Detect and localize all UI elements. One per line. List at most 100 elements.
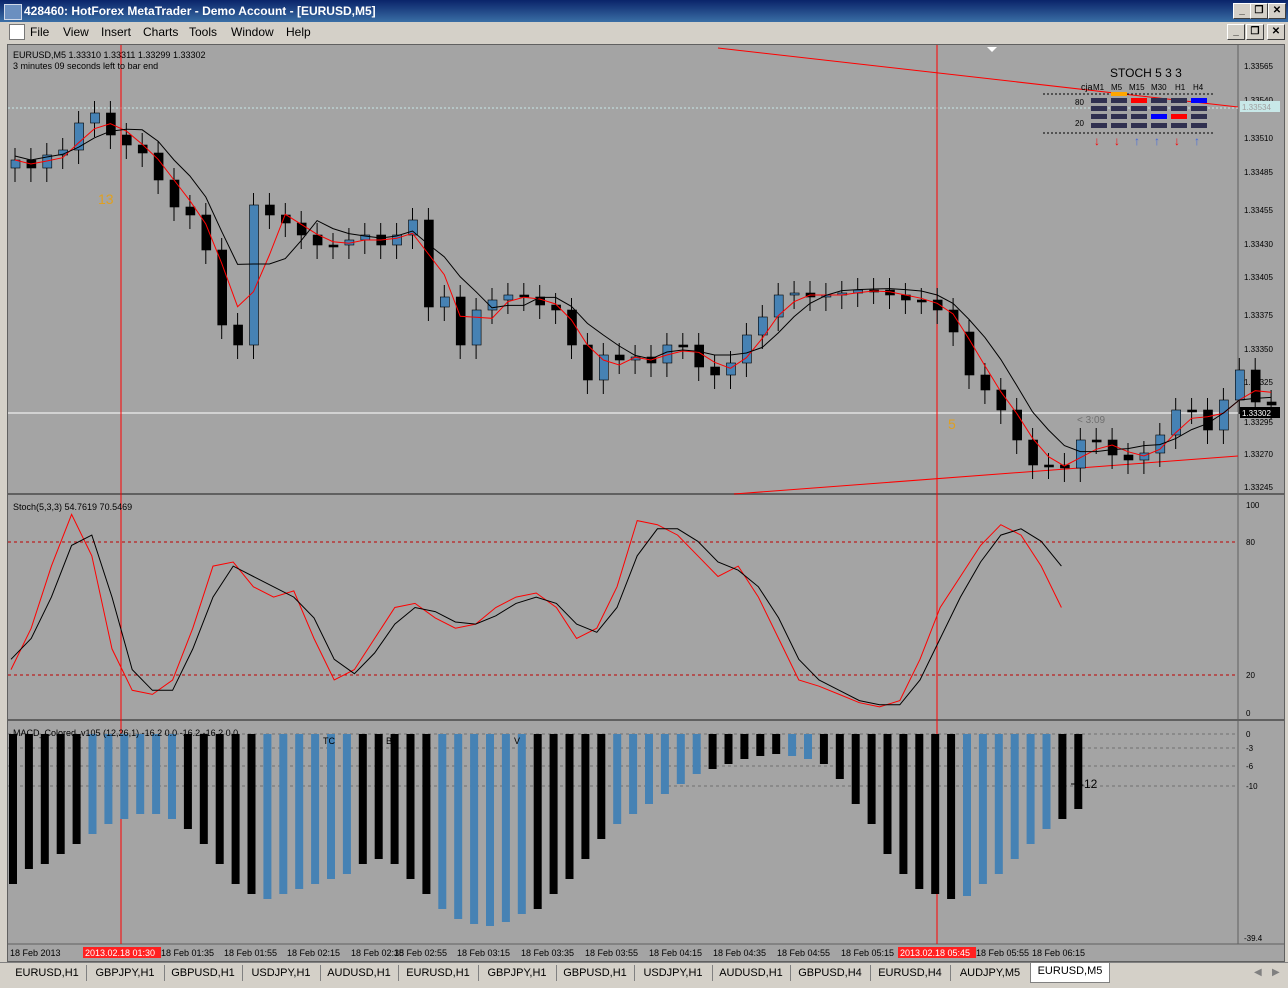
- stoch-main-line: [10, 513, 1062, 708]
- chart-canvas[interactable]: EURUSD,M5 1.33310 1.33311 1.33299 1.3330…: [8, 45, 1284, 961]
- macd-bar: [883, 734, 892, 854]
- document-icon[interactable]: [9, 24, 25, 40]
- stoch-mtf-cell: [1111, 92, 1127, 96]
- candle-body: [694, 344, 705, 368]
- macd-bar: [788, 734, 797, 756]
- scroll-left-icon[interactable]: ◀: [1254, 967, 1262, 978]
- candle-body: [201, 214, 212, 251]
- price-pane[interactable]: EURUSD,M5 1.33310 1.33311 1.33299 1.3330…: [8, 45, 1277, 944]
- macd-bar: [24, 734, 33, 869]
- level-20-label: 20: [1075, 119, 1084, 128]
- stoch-scale-tick: 20: [1246, 671, 1255, 680]
- macd-bar: [931, 734, 940, 894]
- chart-tab[interactable]: GBPUSD,H4: [790, 965, 871, 981]
- chart-tab[interactable]: AUDUSD,H1: [712, 965, 791, 981]
- menu-help[interactable]: Help: [286, 25, 311, 39]
- chart-tab[interactable]: USDJPY,H1: [634, 965, 713, 981]
- menu-insert[interactable]: Insert: [101, 25, 132, 39]
- menu-view[interactable]: View: [63, 25, 89, 39]
- macd-pane[interactable]: MACD_Colored_v105 (12,26,1) -16.2 0.0 -1…: [8, 728, 1263, 943]
- menu-tools[interactable]: Tools: [189, 25, 218, 39]
- maximize-button[interactable]: ❐: [1250, 3, 1268, 19]
- chart-tab[interactable]: AUDJPY,M5: [950, 965, 1031, 981]
- time-axis[interactable]: 18 Feb 2013 2013.02.18 01:30 18 Feb 01:3…: [10, 947, 1085, 958]
- chart-tab-active[interactable]: EURUSD,M5: [1030, 963, 1110, 983]
- candle-body: [789, 292, 800, 296]
- macd-bar: [295, 734, 304, 889]
- price-tick: 1.33375: [1244, 311, 1273, 320]
- menu-charts[interactable]: Charts: [143, 25, 179, 39]
- stoch-mtf-panel: STOCH 5 3 3 cja M1 M5 M15 M30 H1 H4 80 2…: [1043, 66, 1215, 148]
- candle-body: [773, 294, 784, 318]
- macd-bar: [978, 734, 987, 884]
- stoch-mtf-cell: [1091, 114, 1107, 119]
- menu-window[interactable]: Window: [231, 25, 274, 39]
- chart-tab[interactable]: EURUSD,H1: [8, 965, 87, 981]
- candle-body: [757, 316, 768, 336]
- candle-body: [948, 309, 959, 333]
- price-tick: 1.33325: [1244, 378, 1273, 387]
- chart-tab[interactable]: GBPJPY,H1: [86, 965, 165, 981]
- stoch-signal-line: [10, 528, 1062, 706]
- shift-marker-icon[interactable]: [987, 47, 997, 52]
- mdi-close-button[interactable]: ✕: [1267, 24, 1285, 40]
- trendline-upper[interactable]: [717, 47, 1239, 108]
- chart-info-line: EURUSD,M5 1.33310 1.33311 1.33299 1.3330…: [13, 50, 205, 60]
- candle-body: [567, 309, 577, 346]
- stoch-label: Stoch(5,3,3) 54.7619 70.5469: [13, 502, 132, 512]
- arrow-up-icon: ↑: [1154, 134, 1160, 148]
- macd-scale-tick: -3: [1246, 744, 1254, 753]
- time-tick: 18 Feb 04:55: [777, 948, 830, 958]
- price-tick: 1.33350: [1244, 345, 1273, 354]
- trendline-lower[interactable]: [733, 455, 1239, 495]
- arrow-up-icon: ↑: [1194, 134, 1200, 148]
- candle-body: [996, 389, 1007, 411]
- macd-bar: [692, 734, 701, 774]
- mdi-minimize-button[interactable]: _: [1227, 24, 1245, 40]
- time-tick: 18 Feb 01:55: [224, 948, 277, 958]
- macd-bar: [199, 734, 208, 844]
- price-tick: 1.33485: [1244, 168, 1273, 177]
- time-tick: 18 Feb 05:55: [976, 948, 1029, 958]
- candle-body: [1187, 409, 1197, 413]
- chart-tab[interactable]: GBPJPY,H1: [478, 965, 557, 981]
- stoch-mtf-cell: [1091, 106, 1107, 111]
- macd-bar: [835, 734, 844, 779]
- macd-bar: [963, 734, 971, 896]
- macd-bar: [994, 734, 1003, 874]
- chart-tab[interactable]: AUDUSD,H1: [320, 965, 399, 981]
- macd-bar: [899, 734, 908, 874]
- menu-file[interactable]: File: [30, 25, 50, 39]
- timer-label: < 3:09: [1077, 415, 1106, 426]
- macd-bar: [72, 734, 81, 844]
- macd-bar: [279, 734, 288, 894]
- chart-tab[interactable]: EURUSD,H4: [870, 965, 951, 981]
- macd-bar: [311, 734, 320, 884]
- price-tick: 1.33455: [1244, 206, 1273, 215]
- price-tick: 1.33565: [1244, 62, 1273, 71]
- macd-bar: [120, 734, 129, 819]
- chart-tab[interactable]: GBPUSD,H1: [556, 965, 635, 981]
- minimize-button[interactable]: _: [1233, 3, 1251, 19]
- menu-bar: File View Insert Charts Tools Window Hel…: [0, 22, 1288, 42]
- macd-bar: [1058, 734, 1067, 819]
- chart-window[interactable]: EURUSD,M5 1.33310 1.33311 1.33299 1.3330…: [7, 44, 1285, 962]
- close-button[interactable]: ✕: [1268, 3, 1286, 19]
- candle-body: [1219, 399, 1229, 431]
- macd-bar: [327, 734, 335, 879]
- candle-body: [408, 219, 418, 236]
- chart-tab[interactable]: GBPUSD,H1: [164, 965, 243, 981]
- candle-body: [1123, 454, 1134, 461]
- stochastic-pane[interactable]: Stoch(5,3,3) 54.7619 70.5469 100 80 20 0: [8, 501, 1260, 718]
- time-highlight-label: 2013.02.18 05:45: [900, 948, 970, 958]
- chart-tab[interactable]: USDJPY,H1: [242, 965, 321, 981]
- price-tick: 1.33270: [1244, 450, 1273, 459]
- scroll-right-icon[interactable]: ▶: [1272, 967, 1280, 978]
- candle-body: [678, 344, 689, 348]
- price-scale[interactable]: 1.33565 1.33540 1.33510 1.33485 1.33455 …: [1240, 62, 1280, 492]
- chart-tab[interactable]: EURUSD,H1: [398, 965, 479, 981]
- stoch-mtf-cell: [1191, 114, 1207, 119]
- candle-body: [519, 294, 530, 298]
- mdi-restore-button[interactable]: ❐: [1246, 24, 1264, 40]
- tf-label: M5: [1111, 83, 1123, 92]
